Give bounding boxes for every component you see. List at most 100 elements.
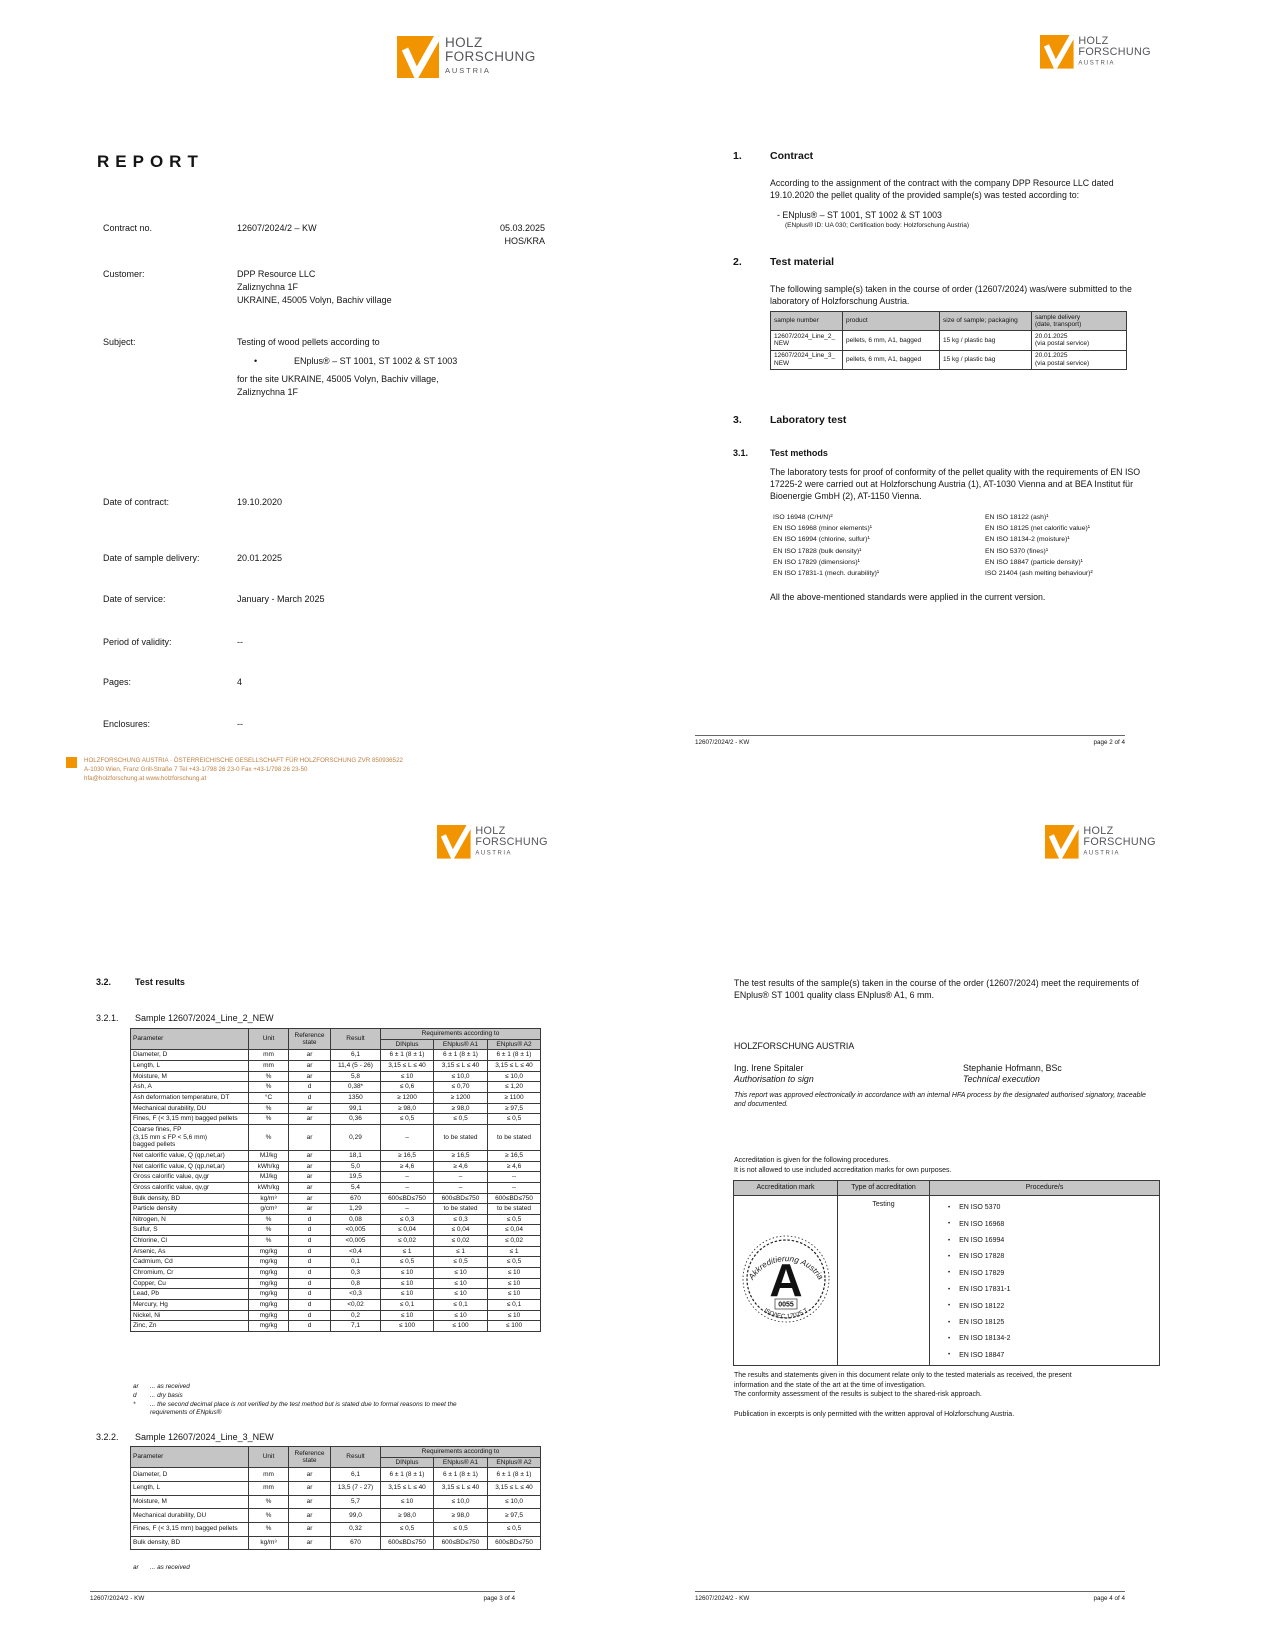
reference-state-cell: ar [288, 1123, 331, 1151]
checkmark-icon [401, 34, 442, 82]
procedure-item: • EN ISO 18125 [948, 1315, 1159, 1331]
enplus-a2-cell: 3,15 ≤ L ≤ 40 [487, 1480, 541, 1496]
page-1: HOLZ FORSCHUNG AUSTRIA REPORT Contract n… [0, 0, 637, 825]
dinplus-cell: ≤ 0,6 [380, 1081, 434, 1093]
col-dinplus: DINplus [380, 1038, 434, 1051]
enplus-a2-cell: 6 ± 1 (8 ± 1) [487, 1049, 541, 1061]
unit-cell: % [248, 1070, 289, 1083]
footnote-symbol: d [133, 1391, 137, 1399]
reference-state-cell: ar [288, 1059, 331, 1072]
accreditation-mark-cell: Akkreditierung Austria A 0055 ISO/IEC 17… [733, 1195, 838, 1367]
result-row: Fines, F (< 3,15 mm) bagged pellets % ar… [130, 1521, 541, 1537]
result-cell: 0,2 [330, 1309, 381, 1322]
unit-cell: MJ/kg [248, 1149, 289, 1162]
dinplus-cell: ≥ 16,5 [380, 1149, 434, 1162]
enplus-a2-cell: 3,15 ≤ L ≤ 40 [487, 1059, 541, 1072]
parameter-cell: Nitrogen, N [130, 1213, 249, 1226]
reference-state-cell: d [288, 1235, 331, 1247]
result-cell: 13,5 (7 - 27) [330, 1480, 381, 1496]
dinplus-cell: ≤ 10 [380, 1494, 434, 1510]
procedure-text: EN ISO 16994 [959, 1237, 1005, 1245]
result-cell: 0,29 [330, 1123, 381, 1151]
dinplus-cell: 6 ± 1 (8 ± 1) [380, 1467, 434, 1482]
parameter-cell: Gross calorific value, qv,gr [130, 1171, 249, 1183]
unit-cell: mg/kg [248, 1320, 289, 1333]
conclusion-paragraph: The test results of the sample(s) taken … [734, 978, 1139, 1000]
dinplus-cell: – [380, 1203, 434, 1215]
results-table-line2: Parameter Unit Reference state Result Re… [130, 1027, 541, 1333]
section-322-heading: 3.2.2. Sample 12607/2024_Line_3_NEW [96, 1432, 274, 1442]
standards-note: All the above-mentioned standards were a… [770, 592, 1046, 602]
logo-line-austria: AUSTRIA [1083, 849, 1121, 857]
methods-list-left: ISO 16948 (C/H/N)² EN ISO 16968 (minor el… [773, 512, 879, 579]
footer-doc-ref: 12607/2024/2 - KW [695, 1594, 750, 1602]
procedure-text: EN ISO 18122 [959, 1302, 1005, 1310]
product-cell: pellets, 6 mm, A1, bagged [842, 330, 940, 351]
footer-page-number: page 2 of 4 [1093, 738, 1125, 746]
result-cell: 0,3 [330, 1267, 381, 1279]
unit-cell: % [248, 1235, 289, 1247]
parameter-cell: Moisture, M [130, 1070, 249, 1083]
enplus-a1-cell: 6 ± 1 (8 ± 1) [433, 1049, 488, 1061]
section-number: 3. [733, 414, 742, 426]
result-cell: 1350 [330, 1091, 381, 1104]
reference-state-cell: d [288, 1256, 331, 1269]
bullet-icon: • [948, 1254, 951, 1261]
bullet-icon: • [254, 356, 258, 366]
result-cell: <0,4 [330, 1245, 381, 1258]
section-number: 1. [733, 150, 742, 162]
report-handlers: HOS/KRA [504, 236, 545, 246]
subject-bullet-line: • ENplus® – ST 1001, ST 1002 & ST 1003 [237, 355, 457, 368]
reference-state-cell: ar [288, 1102, 331, 1115]
delivery-cell: 20.01.2025 (via postal service) [1031, 349, 1127, 370]
footnote-text: ... dry basis [150, 1391, 183, 1399]
unit-cell: mg/kg [248, 1277, 289, 1290]
section-title: Test results [135, 977, 185, 987]
hfa-logo: HOLZ FORSCHUNG AUSTRIA [1040, 33, 1151, 72]
reference-state-cell: ar [288, 1160, 331, 1173]
unit-cell: mm [248, 1049, 289, 1061]
result-cell: 19,5 [330, 1171, 381, 1183]
sample-number-cell: 12607/2024_Line_3_NEW [770, 349, 843, 370]
reference-state-cell: ar [288, 1149, 331, 1162]
unit-cell: mg/kg [248, 1256, 289, 1269]
parameter-cell: Ash deformation temperature, DT [130, 1091, 249, 1104]
result-cell: 5,7 [330, 1494, 381, 1510]
section-title: Laboratory test [770, 414, 847, 426]
enplus-a1-cell: ≤ 10 [433, 1267, 488, 1279]
parameter-cell: Lead, Pb [130, 1288, 249, 1301]
parameter-cell: Ash, A [130, 1081, 249, 1093]
parameter-cell: Mechanical durability, DU [130, 1508, 249, 1523]
results-header-row-2: DINplus ENplus® A1 ENplus® A2 [131, 1038, 541, 1051]
result-cell: <0,02 [330, 1299, 381, 1311]
footer-line1: HOLZFORSCHUNG AUSTRIA · ÖSTERREICHISCHE … [84, 757, 403, 764]
unit-cell: mg/kg [248, 1245, 289, 1258]
reference-state-cell: ar [288, 1535, 331, 1551]
procedure-text: EN ISO 17829 [959, 1269, 1005, 1277]
result-cell: 5,0 [330, 1160, 381, 1173]
enplus-a2-cell: ≤ 10,0 [487, 1494, 541, 1510]
reference-state-cell: ar [288, 1113, 331, 1125]
unit-cell: MJ/kg [248, 1171, 289, 1183]
reference-state-cell: ar [288, 1203, 331, 1215]
samples-table-head: sample number product size of sample; pa… [770, 310, 1127, 332]
enplus-a1-cell: – [433, 1171, 488, 1183]
result-row: Fines, F (< 3,15 mm) bagged pellets % ar… [130, 1113, 541, 1125]
publication-note: Publication in excerpts is only permitte… [734, 1411, 1015, 1418]
unit-cell: g/cm³ [248, 1203, 289, 1215]
page2-footer: 12607/2024/2 - KW page 2 of 4 [695, 735, 1125, 746]
signatory-left-name: Ing. Irene Spitaler [734, 1063, 804, 1073]
hfa-logo-text: HOLZ FORSCHUNG AUSTRIA [475, 825, 547, 858]
results-table-head: Parameter Unit Reference state Result Re… [130, 1445, 541, 1469]
dinplus-cell: – [380, 1123, 434, 1151]
section-3-heading: 3. Laboratory test [733, 414, 846, 426]
samples-table: sample number product size of sample; pa… [770, 310, 1127, 370]
footnote-text: ... as received [150, 1383, 190, 1390]
result-cell: 670 [330, 1192, 381, 1205]
enplus-a2-cell: -- [487, 1181, 541, 1194]
result-row: Coarse fines, FP (3,15 mm ≤ FP < 5,6 mm)… [130, 1123, 541, 1151]
col-accreditation-mark: Accreditation mark [733, 1179, 838, 1197]
result-cell: 0,8 [330, 1277, 381, 1290]
enplus-a2-cell: ≥ 1100 [487, 1091, 541, 1104]
procedure-item: • EN ISO 16968 [948, 1217, 1159, 1233]
